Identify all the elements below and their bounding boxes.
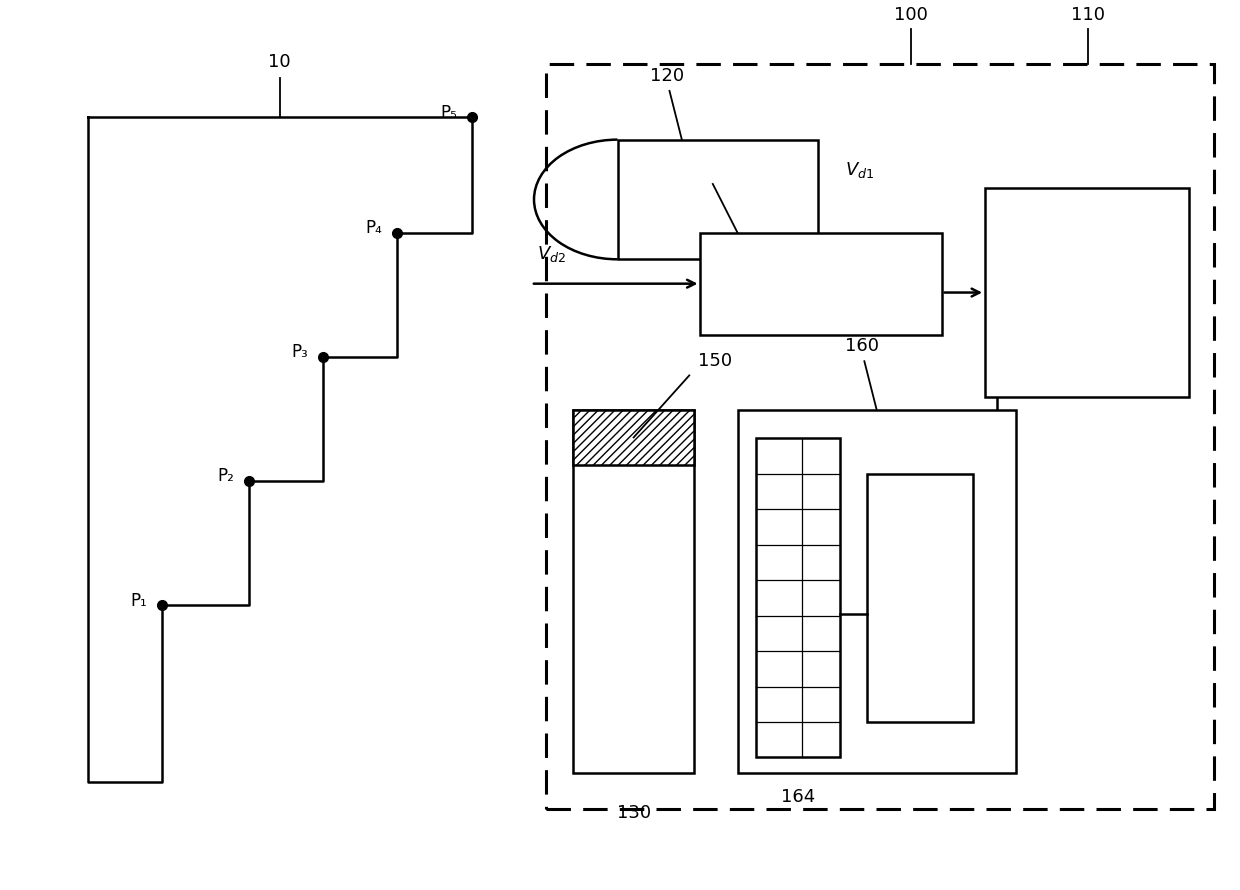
Text: 150: 150 — [698, 352, 732, 370]
Text: 120: 120 — [650, 67, 684, 85]
Bar — [618, 140, 818, 259]
Text: P₄: P₄ — [366, 219, 382, 238]
Text: P₃: P₃ — [291, 344, 309, 361]
Text: P₁: P₁ — [130, 592, 148, 610]
Text: P₅: P₅ — [440, 104, 456, 122]
Text: 10: 10 — [268, 53, 291, 71]
Text: 100: 100 — [894, 6, 928, 24]
Bar — [868, 473, 972, 722]
Text: $V_{d2}$: $V_{d2}$ — [537, 244, 567, 264]
Text: CONTROLLER: CONTROLLER — [1035, 286, 1140, 300]
Text: 110: 110 — [1070, 6, 1105, 24]
Text: 140: 140 — [693, 159, 728, 178]
Text: DRIVER: DRIVER — [786, 275, 856, 293]
Bar — [738, 410, 1016, 773]
Bar — [701, 232, 941, 335]
Text: 162: 162 — [903, 753, 937, 771]
Text: 164: 164 — [781, 789, 815, 806]
Text: 130: 130 — [616, 805, 651, 822]
Bar — [546, 64, 1214, 809]
Text: $V_{d1}$: $V_{d1}$ — [846, 160, 874, 180]
Bar — [573, 410, 694, 465]
Text: P₂: P₂ — [217, 467, 234, 485]
Bar — [756, 439, 841, 757]
Text: LIGHT
SOURCE: LIGHT SOURCE — [686, 184, 749, 215]
Bar — [573, 410, 694, 773]
Bar — [985, 189, 1189, 397]
Text: 160: 160 — [844, 337, 879, 355]
